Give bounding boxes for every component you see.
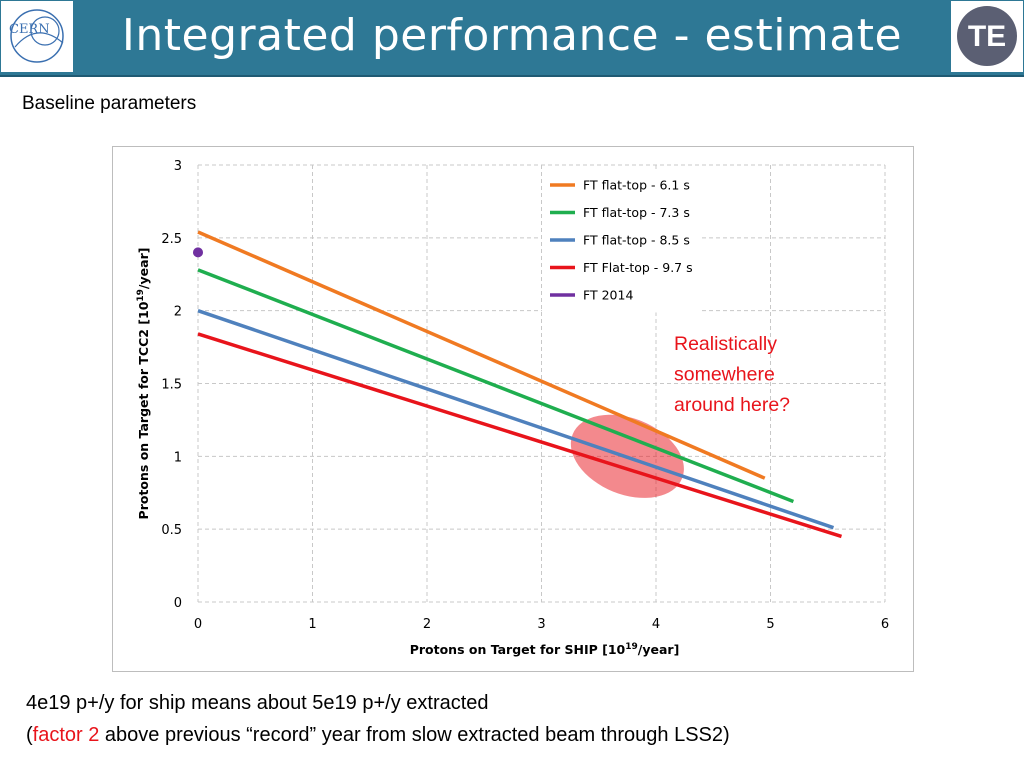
x-tick-label: 5	[766, 617, 774, 632]
note-paren-open: (	[26, 724, 33, 746]
note-rest: above previous “record” year from slow e…	[99, 724, 730, 746]
chart-grid	[197, 164, 886, 603]
legend-label: FT flat-top - 8.5 s	[583, 233, 690, 248]
annotation-text: around here?	[674, 394, 790, 416]
y-tick-label: 3	[174, 159, 182, 174]
y-axis-label-main: Protons on Target for TCC2 [10	[136, 301, 151, 519]
x-axis-label-tail: /year]	[638, 642, 680, 657]
series-point	[193, 247, 203, 258]
y-axis-label: Protons on Target for TCC2 [1019/year]	[136, 248, 151, 520]
annotation-text: somewhere	[674, 364, 775, 386]
legend-label: FT Flat-top - 9.7 s	[583, 260, 693, 275]
note-highlight: factor 2	[32, 724, 100, 746]
note-line-1: 4e19 p+/y for ship means about 5e19 p+/y…	[26, 692, 489, 714]
y-axis-label-tail: /year]	[136, 248, 151, 290]
chart-ticks: 0 1 2 3 4 5 6 0 0.5 1 1.5 2 2.5 3	[161, 159, 889, 632]
x-tick-label: 2	[423, 617, 431, 632]
chart-legend: FT flat-top - 6.1 s FT flat-top - 7.3 s FT…	[542, 169, 702, 313]
y-tick-label: 1	[174, 450, 182, 465]
x-tick-label: 4	[652, 617, 660, 632]
series-line	[197, 230, 766, 480]
note-line-2: (factor 2 above previous “record” year f…	[26, 724, 730, 747]
series-line	[197, 268, 795, 504]
legend-label: FT flat-top - 7.3 s	[583, 205, 690, 220]
cern-logo-text: CERN	[9, 22, 50, 37]
chart-series	[193, 230, 843, 539]
x-tick-label: 6	[881, 617, 889, 632]
y-tick-label: 2.5	[161, 232, 182, 247]
chart-annotation: Realistically somewhere around here?	[674, 333, 790, 416]
x-tick-label: 1	[308, 617, 316, 632]
te-logo-text: TE	[968, 20, 1006, 53]
y-tick-label: 0.5	[161, 523, 182, 538]
page-title: Integrated performance - estimate	[121, 10, 903, 61]
y-axis-label-sup: 19	[136, 289, 146, 302]
cern-logo-icon: CERN	[9, 9, 64, 63]
title-bar: CERN Integrated performance - estimate T…	[0, 0, 1024, 77]
series-line	[197, 309, 835, 530]
series-line	[197, 332, 843, 539]
annotation-text: Realistically	[674, 333, 777, 355]
te-logo: TE	[951, 1, 1023, 72]
chart: 0 1 2 3 4 5 6 0 0.5 1 1.5 2 2.5 3 FT flat-top - 6.1 s…	[136, 159, 889, 657]
legend-label: FT 2014	[583, 288, 633, 303]
y-tick-label: 0	[174, 596, 182, 611]
te-logo-icon: TE	[957, 6, 1017, 66]
y-tick-label: 1.5	[161, 378, 182, 393]
x-tick-label: 0	[194, 617, 202, 632]
y-tick-label: 2	[174, 305, 182, 320]
chart-frame: 0 1 2 3 4 5 6 0 0.5 1 1.5 2 2.5 3 FT flat-top - 6.1 s…	[112, 146, 914, 672]
x-axis-label-main: Protons on Target for SHIP [10	[410, 642, 626, 657]
x-axis-label: Protons on Target for SHIP [1019/year]	[410, 642, 680, 657]
legend-label: FT flat-top - 6.1 s	[583, 178, 690, 193]
x-tick-label: 3	[537, 617, 545, 632]
cern-logo: CERN	[1, 1, 73, 72]
subtitle: Baseline parameters	[22, 93, 197, 114]
x-axis-label-sup: 19	[625, 642, 638, 652]
